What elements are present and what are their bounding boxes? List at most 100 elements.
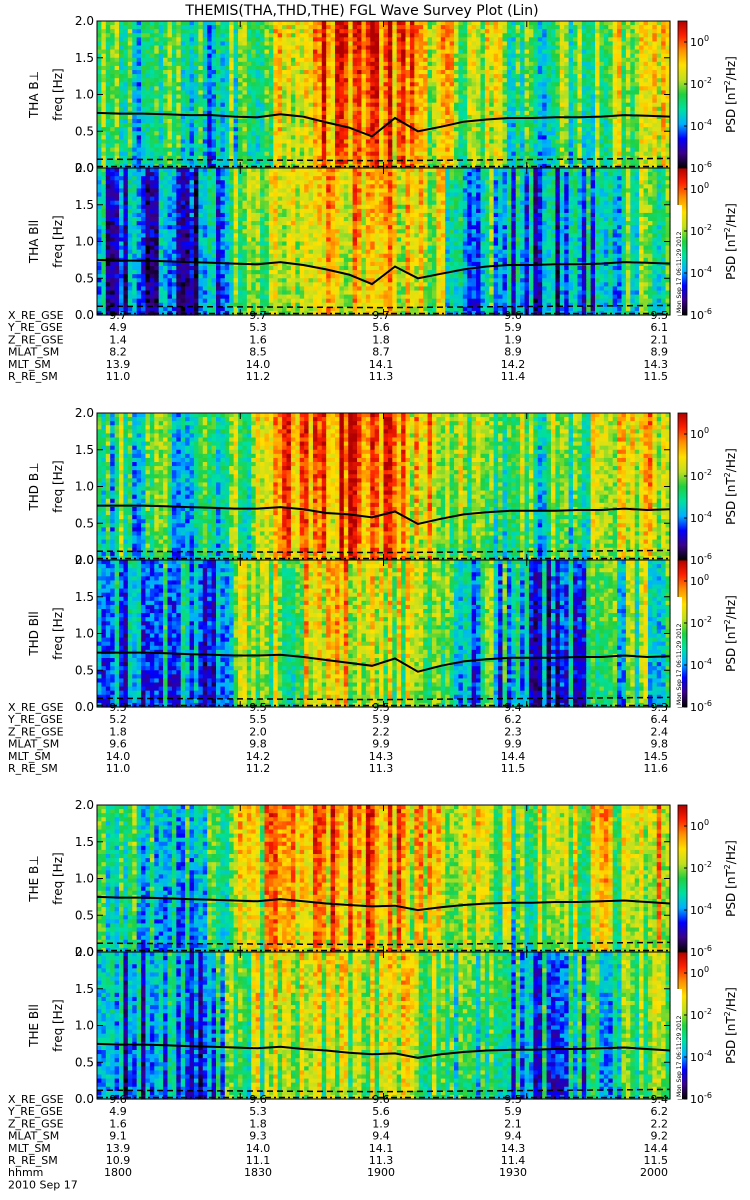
spectrogram-cell (511, 74, 517, 79)
spectrogram-cell (595, 37, 601, 43)
spectrogram-cell (339, 159, 345, 165)
spectrogram-cell (110, 261, 116, 267)
spectrogram-cell (445, 102, 451, 108)
spectrogram-cell (207, 21, 213, 26)
spectrogram-cell (114, 278, 120, 283)
spectrogram-cell (476, 41, 482, 47)
spectrogram-cell (343, 110, 349, 116)
spectrogram-cell (260, 86, 266, 92)
spectrogram-cell (286, 70, 292, 75)
spectrogram-cell (171, 151, 177, 157)
spectrogram-cell (599, 106, 605, 112)
spectrogram-cell (476, 21, 482, 26)
spectrogram-cell (612, 131, 618, 136)
spectrogram-cell (220, 139, 226, 145)
spectrogram-cell (520, 90, 526, 96)
spectrogram-cell (110, 147, 116, 153)
spectrogram-cell (396, 86, 402, 92)
spectrogram-cell (295, 82, 301, 87)
spectrogram-cell (167, 65, 173, 71)
spectrogram-cell (370, 61, 376, 67)
spectrogram-cell (537, 147, 543, 153)
spectrogram-cell (603, 61, 609, 67)
spectrogram-cell (379, 147, 385, 153)
spectrogram-cell (361, 45, 367, 51)
spectrogram-cell (180, 127, 186, 132)
spectrogram-cell (101, 70, 107, 75)
spectrogram-cell (229, 127, 235, 132)
colorbar-scale (677, 20, 688, 169)
spectrogram-cell (198, 159, 204, 165)
spectrogram-cell (220, 119, 226, 124)
spectrogram-cell (498, 49, 504, 55)
spectrogram-cell (608, 25, 614, 30)
spectrogram-cell (533, 139, 539, 145)
spectrogram-cell (198, 151, 204, 157)
spectrogram-cell (652, 98, 658, 104)
spectrogram-cell (101, 127, 107, 132)
spectrogram-cell (617, 74, 623, 79)
spectrogram-cell (431, 25, 437, 30)
spectrogram-cell (335, 102, 341, 108)
spectrogram-cell (656, 57, 662, 63)
spectrogram-cell (224, 159, 230, 165)
spectrogram-cell (480, 78, 486, 83)
spectrogram-cell (568, 37, 574, 43)
spectrogram-cell (374, 114, 380, 120)
spectrogram-cell (502, 106, 508, 112)
spectrogram-cell (502, 61, 508, 67)
spectrogram-cell (414, 86, 420, 92)
spectrogram-cell (440, 119, 446, 124)
spectrogram-cell (251, 155, 257, 161)
spectrogram-cell (171, 29, 177, 34)
spectrogram-cell (171, 41, 177, 47)
spectrogram-cell (493, 123, 499, 128)
spectrogram-cell (515, 98, 521, 104)
spectrogram-cell (533, 131, 539, 136)
spectrogram-cell (454, 65, 460, 71)
spectrogram-cell (498, 53, 504, 59)
spectrogram-cell (639, 127, 645, 132)
spectrogram-cell (533, 143, 539, 149)
spectrogram-cell (299, 53, 305, 59)
spectrogram-cell (141, 155, 147, 161)
spectrogram-cell (171, 127, 177, 132)
spectrogram-cell (224, 94, 230, 100)
spectrogram-cell (528, 74, 534, 79)
spectrogram-cell (617, 21, 623, 26)
spectrogram-cell (608, 151, 614, 157)
spectrogram-cell (149, 135, 155, 141)
spectrogram-cell (145, 82, 151, 87)
spectrogram-cell (379, 21, 385, 26)
spectrogram-cell (220, 57, 226, 63)
spectrogram-cell (326, 110, 332, 116)
spectrogram-cell (110, 221, 116, 226)
spectrogram-cell (326, 45, 332, 51)
spectrogram-cell (661, 127, 667, 132)
spectrogram-cell (484, 106, 490, 112)
spectrogram-cell (304, 151, 310, 157)
spectrogram-cell (559, 147, 565, 153)
spectrogram-cell (110, 151, 116, 157)
spectrogram-cell (458, 74, 464, 79)
spectrogram-cell (290, 65, 296, 71)
spectrogram-cell (260, 163, 266, 169)
spectrogram-cell (163, 114, 169, 120)
spectrogram-cell (326, 123, 332, 128)
spectrogram-cell (119, 86, 125, 92)
spectrogram-cell (185, 114, 191, 120)
spectrogram-cell (542, 135, 548, 141)
spectrogram-cell (608, 135, 614, 141)
spectrogram-cell (123, 86, 129, 92)
spectrogram-cell (127, 33, 133, 38)
spectrogram-cell (387, 131, 393, 136)
spectrogram-cell (427, 119, 433, 124)
spectrogram-cell (105, 131, 111, 136)
spectrogram-cell (251, 29, 257, 34)
spectrogram-cell (308, 70, 314, 75)
spectrogram-cell (484, 123, 490, 128)
spectrogram-cell (401, 143, 407, 149)
spectrogram-cell (119, 131, 125, 136)
spectrogram-cell (431, 106, 437, 112)
